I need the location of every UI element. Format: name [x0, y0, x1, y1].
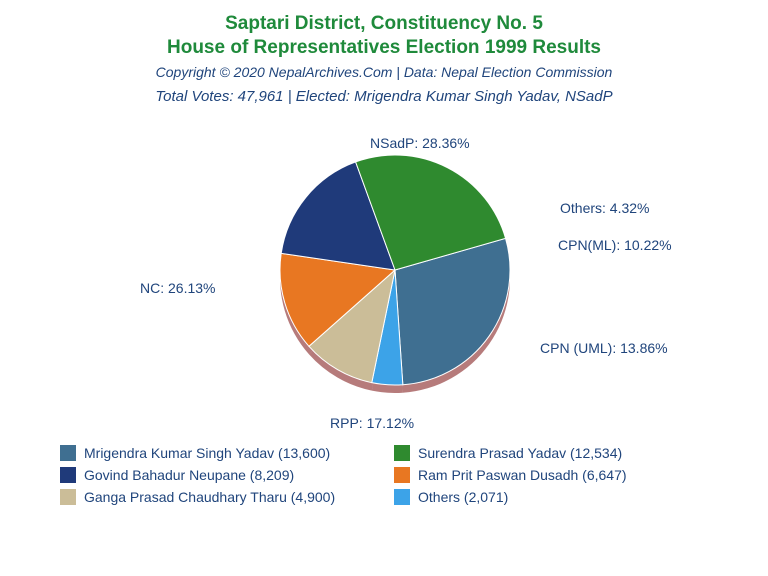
legend: Mrigendra Kumar Singh Yadav (13,600) Sure… [0, 445, 768, 505]
title-line-1: Saptari District, Constituency No. 5 [0, 12, 768, 36]
summary-line: Total Votes: 47,961 | Elected: Mrigendra… [0, 88, 768, 105]
pie-chart [280, 155, 510, 395]
pie-wrap [280, 155, 510, 400]
legend-swatch [394, 467, 410, 483]
legend-swatch [394, 489, 410, 505]
legend-item: Govind Bahadur Neupane (8,209) [60, 467, 374, 483]
legend-swatch [60, 489, 76, 505]
slice-label: NSadP: 28.36% [370, 135, 470, 151]
legend-label: Ram Prit Paswan Dusadh (6,647) [418, 467, 627, 483]
legend-swatch [60, 467, 76, 483]
copyright-line: Copyright © 2020 NepalArchives.Com | Dat… [0, 64, 768, 80]
title-block: Saptari District, Constituency No. 5 Hou… [0, 0, 768, 105]
legend-swatch [60, 445, 76, 461]
slice-label: CPN(ML): 10.22% [558, 237, 672, 253]
legend-swatch [394, 445, 410, 461]
legend-label: Govind Bahadur Neupane (8,209) [84, 467, 294, 483]
legend-item: Ganga Prasad Chaudhary Tharu (4,900) [60, 489, 374, 505]
legend-item: Surendra Prasad Yadav (12,534) [394, 445, 708, 461]
slice-label: NC: 26.13% [140, 280, 215, 296]
legend-label: Mrigendra Kumar Singh Yadav (13,600) [84, 445, 330, 461]
legend-label: Surendra Prasad Yadav (12,534) [418, 445, 622, 461]
legend-label: Ganga Prasad Chaudhary Tharu (4,900) [84, 489, 335, 505]
legend-item: Others (2,071) [394, 489, 708, 505]
legend-label: Others (2,071) [418, 489, 508, 505]
slice-label: Others: 4.32% [560, 200, 650, 216]
title-line-2: House of Representatives Election 1999 R… [0, 36, 768, 60]
pie-chart-area: NSadP: 28.36% Others: 4.32% CPN(ML): 10.22… [0, 105, 768, 445]
legend-item: Ram Prit Paswan Dusadh (6,647) [394, 467, 708, 483]
slice-label: CPN (UML): 13.86% [540, 340, 668, 356]
legend-item: Mrigendra Kumar Singh Yadav (13,600) [60, 445, 374, 461]
slice-label: RPP: 17.12% [330, 415, 414, 431]
